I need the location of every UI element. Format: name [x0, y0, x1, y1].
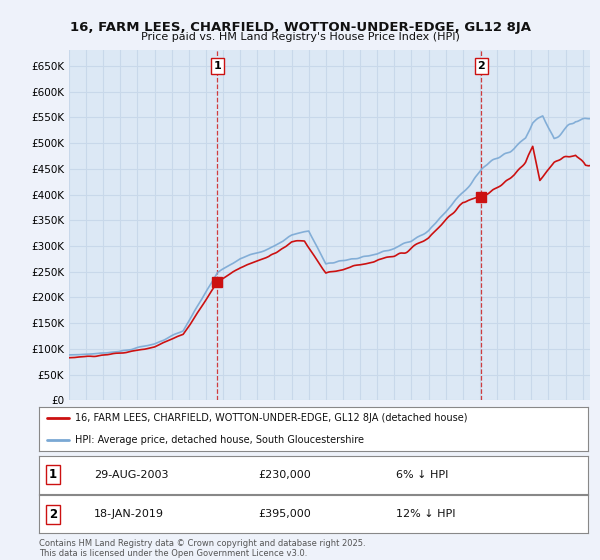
Text: 12% ↓ HPI: 12% ↓ HPI — [396, 509, 455, 519]
Text: Price paid vs. HM Land Registry's House Price Index (HPI): Price paid vs. HM Land Registry's House … — [140, 32, 460, 43]
Text: 16, FARM LEES, CHARFIELD, WOTTON-UNDER-EDGE, GL12 8JA (detached house): 16, FARM LEES, CHARFIELD, WOTTON-UNDER-E… — [74, 413, 467, 423]
Text: 16, FARM LEES, CHARFIELD, WOTTON-UNDER-EDGE, GL12 8JA: 16, FARM LEES, CHARFIELD, WOTTON-UNDER-E… — [70, 21, 530, 34]
Text: £230,000: £230,000 — [259, 470, 311, 480]
Text: 18-JAN-2019: 18-JAN-2019 — [94, 509, 164, 519]
Text: 1: 1 — [49, 468, 57, 482]
Text: 6% ↓ HPI: 6% ↓ HPI — [396, 470, 448, 480]
Text: 1: 1 — [214, 61, 221, 71]
Text: £395,000: £395,000 — [259, 509, 311, 519]
Text: Contains HM Land Registry data © Crown copyright and database right 2025.
This d: Contains HM Land Registry data © Crown c… — [39, 539, 365, 558]
Text: 29-AUG-2003: 29-AUG-2003 — [94, 470, 169, 480]
Text: HPI: Average price, detached house, South Gloucestershire: HPI: Average price, detached house, Sout… — [74, 435, 364, 445]
Text: 2: 2 — [478, 61, 485, 71]
Text: 2: 2 — [49, 507, 57, 521]
